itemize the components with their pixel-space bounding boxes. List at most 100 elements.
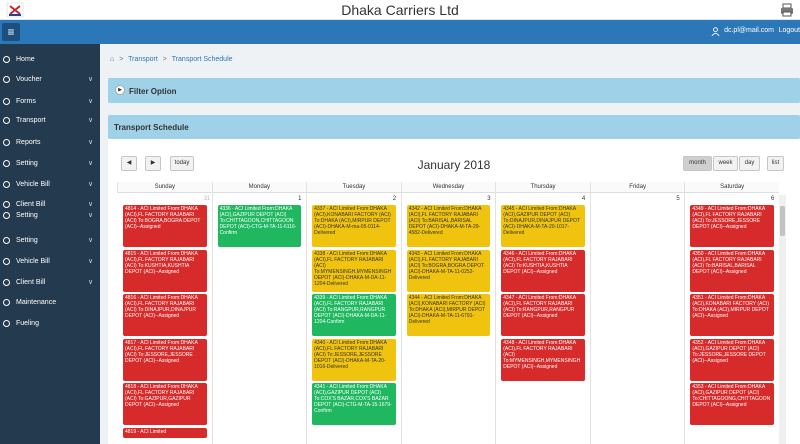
sidebar-item-label: Client Bill <box>16 201 46 208</box>
chevron-down-icon: ∨ <box>88 139 94 146</box>
calendar-event[interactable]: 4815 - ACI Limited From:DHAKA (ACI),FL F… <box>123 249 207 292</box>
calendar-event[interactable]: 4343 - ACI Limited From:DHAKA (ACI),FL F… <box>406 249 491 292</box>
breadcrumb-separator: > <box>119 56 124 63</box>
day-number: 1 <box>298 196 302 202</box>
logout-link[interactable]: Logout <box>778 27 800 34</box>
calendar-event[interactable]: 4346 - ACI Limited From:DHAKA (ACI),FL F… <box>501 249 585 292</box>
circle-icon <box>3 56 10 63</box>
breadcrumb-transport-schedule[interactable]: Transport Schedule <box>171 56 233 63</box>
day-number: 4 <box>581 196 586 202</box>
user-email[interactable]: dc.pl@mail.com <box>724 27 774 34</box>
day-number: 5 <box>676 196 680 202</box>
calendar-event[interactable]: 4339 - ACI Limited From:DHAKA (ACI),FL F… <box>312 294 396 336</box>
calendar-event[interactable]: 4350 - ACI Limited From:DHAKA (ACI),FL F… <box>690 249 774 292</box>
filter-option-bar[interactable]: ▶ Filter Option <box>108 78 800 103</box>
breadcrumb-separator: > <box>162 56 167 63</box>
sidebar-item-setting[interactable]: Setting ∨ <box>0 233 100 249</box>
sidebar-item-vehicle-bill[interactable]: Vehicle Bill ∨ <box>0 177 100 193</box>
sidebar-item-vehicle-bill[interactable]: Vehicle Bill ∨ <box>0 254 100 270</box>
weekday-header: Friday <box>589 182 685 193</box>
day-divider <box>306 193 308 444</box>
user-icon <box>711 27 720 36</box>
calendar-event[interactable]: 4817 - ACI Limited From:DHAKA (ACI),FL F… <box>123 338 207 381</box>
circle-icon <box>3 279 10 286</box>
sidebar-item-label: Setting <box>16 212 38 219</box>
day-number: 6 <box>770 196 775 202</box>
breadcrumb: ⌂ > Transport > Transport Schedule <box>110 56 236 63</box>
calendar-event[interactable]: 4819 - ACI Limited <box>123 427 207 438</box>
weekday-header: Sunday <box>117 182 212 193</box>
calendar-event[interactable]: 4353 - ACI Limited From:DHAKA (ACI),GAZI… <box>690 383 774 425</box>
sidebar-item-transport[interactable]: Transport ∨ <box>0 113 100 129</box>
prev-month-button[interactable]: ◀ <box>121 156 137 171</box>
calendar-scrollbar[interactable] <box>779 195 786 444</box>
list-view-button[interactable]: list <box>767 156 784 171</box>
transport-schedule-header: Transport Schedule <box>108 115 800 139</box>
nav-bar: ≡ dc.pl@mail.com Logout <box>0 20 800 44</box>
day-divider <box>589 193 591 444</box>
day-view-button[interactable]: day <box>739 156 760 171</box>
week-view-button[interactable]: week <box>713 156 738 171</box>
sidebar-item-fueling[interactable]: Fueling <box>0 316 100 332</box>
chevron-down-icon: ∨ <box>88 117 94 124</box>
sidebar-item-client-bill[interactable]: Client Bill ∨ <box>0 275 100 291</box>
calendar-event[interactable]: 4351 - ACI Limited From:DHAKA (ACI),KONA… <box>690 294 774 336</box>
calendar-event[interactable]: 4338 - ACI Limited From:DHAKA (ACI),FL F… <box>312 249 396 292</box>
calendar-event[interactable]: 4818 - ACI Limited From:DHAKA (ACI),FL F… <box>123 383 207 425</box>
sidebar-item-label: Setting <box>16 237 38 244</box>
company-logo <box>6 2 24 18</box>
sidebar-item-setting[interactable]: Setting ∨ <box>0 208 100 224</box>
sidebar: Home Voucher ∨ Forms ∨ Transport ∨ Reports ∨ Sett… <box>0 44 100 444</box>
printer-icon[interactable] <box>780 3 794 17</box>
expand-icon[interactable]: ▶ <box>115 85 125 95</box>
hamburger-icon: ≡ <box>7 25 15 39</box>
weekday-header: Saturday <box>684 182 779 193</box>
sidebar-item-label: Maintenance <box>16 299 57 306</box>
calendar-event[interactable]: 4342 - ACI Limited From:DHAKA (ACI),FL F… <box>406 205 491 247</box>
calendar-event[interactable]: 4814 - ACI Limited From:DHAKA (ACI),FL F… <box>123 205 207 247</box>
chevron-down-icon: ∨ <box>88 237 94 244</box>
calendar-event[interactable]: 4348 - ACI Limited From:DHAKA (ACI),FL F… <box>501 338 585 381</box>
calendar-event[interactable]: 4344 - ACI Limited From:DHAKA (ACI),KONA… <box>406 294 491 336</box>
calendar-event[interactable]: 4352 - ACI Limited From:DHAKA (ACI),GAZI… <box>690 338 774 381</box>
calendar-event[interactable]: 4349 - ACI Limited From:DHAKA (ACI),FL F… <box>690 205 774 247</box>
chevron-down-icon: ∨ <box>88 160 94 167</box>
month-view-button[interactable]: month <box>683 156 712 171</box>
sidebar-item-voucher[interactable]: Voucher ∨ <box>0 72 100 88</box>
chevron-down-icon: ∨ <box>88 201 94 208</box>
calendar-grid: Sunday 31 Monday 1 Tuesday 2 Wednesday 3 Thursda… <box>117 182 779 444</box>
chevron-down-icon: ∨ <box>88 279 94 286</box>
sidebar-item-reports[interactable]: Reports ∨ <box>0 135 100 151</box>
sidebar-item-home[interactable]: Home <box>0 52 100 68</box>
circle-icon <box>3 299 10 306</box>
calendar-event[interactable]: 4336 - ACI Limited From:DHAKA (ACI),GAZI… <box>217 205 302 247</box>
circle-icon <box>3 139 10 146</box>
sidebar-item-label: Reports <box>16 139 41 146</box>
sidebar-item-setting[interactable]: Setting ∨ <box>0 156 100 172</box>
breadcrumb-transport[interactable]: Transport <box>128 56 158 63</box>
weekday-header: Tuesday <box>306 182 401 193</box>
home-icon[interactable]: ⌂ <box>110 56 115 63</box>
sidebar-item-forms[interactable]: Forms ∨ <box>0 94 100 110</box>
scrollbar-thumb[interactable] <box>780 206 785 236</box>
sidebar-item-maintenance[interactable]: Maintenance <box>0 295 100 311</box>
sidebar-item-label: Home <box>16 56 35 63</box>
sidebar-item-client-bill[interactable]: Client Bill ∨ <box>0 197 100 213</box>
day-divider <box>684 193 686 444</box>
calendar-event[interactable]: 4340 - ACI Limited From:DHAKA (ACI),FL F… <box>312 338 396 381</box>
calendar-event[interactable]: 4337 - ACI Limited From:DHAKA (ACI),KONA… <box>312 205 396 247</box>
calendar-event[interactable]: 4816 - ACI Limited From:DHAKA (ACI),FL F… <box>123 294 207 336</box>
today-button[interactable]: today <box>170 156 194 171</box>
menu-toggle-button[interactable]: ≡ <box>2 23 20 41</box>
calendar-event[interactable]: 4347 - ACI Limited From:DHAKA (ACI),FL F… <box>501 294 585 336</box>
calendar-event[interactable]: 4341 - ACI Limited From:DHAKA (ACI),GAZI… <box>312 383 396 425</box>
day-number: 2 <box>392 196 397 202</box>
chevron-down-icon: ∨ <box>88 258 94 265</box>
circle-icon <box>3 98 10 105</box>
circle-icon <box>3 117 10 124</box>
sidebar-item-label: Voucher <box>16 76 42 83</box>
next-month-button[interactable]: ▶ <box>145 156 161 171</box>
day-divider <box>400 193 402 444</box>
calendar-event[interactable]: 4345 - ACI Limited From:DHAKA (ACI),GAZI… <box>501 205 585 247</box>
sidebar-item-label: Client Bill <box>16 279 46 286</box>
